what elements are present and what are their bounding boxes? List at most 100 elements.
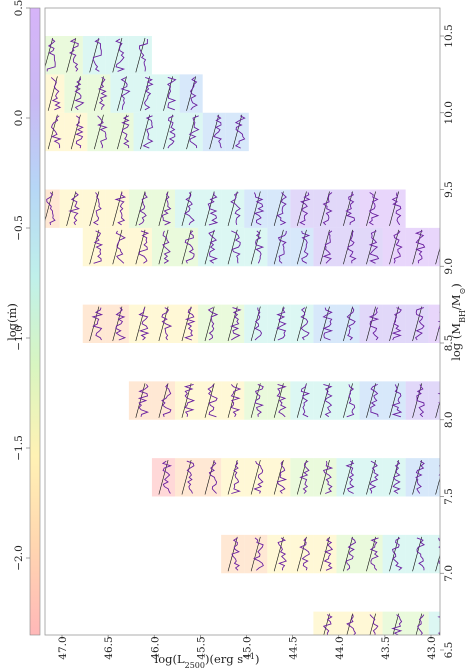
spectrum-line	[121, 115, 130, 149]
luminosity-tick-label: 46.5	[103, 636, 115, 659]
spectrum-line	[138, 192, 148, 226]
spectrum-line	[230, 384, 242, 418]
spectrum-line	[415, 460, 425, 494]
spectrum-line	[46, 192, 56, 226]
cell-background	[428, 458, 440, 497]
spectrum-line	[277, 537, 287, 571]
spectrum-cell	[244, 189, 268, 228]
spectrum-cell	[336, 381, 360, 420]
spectrum-line	[183, 383, 196, 417]
continuum-curve	[296, 191, 307, 226]
spectrum-cell	[59, 36, 83, 75]
spectrum-cell	[151, 189, 176, 228]
spectrum-cell	[45, 36, 60, 75]
continuum-curve	[343, 306, 353, 342]
luminosity-tick-label: 45.0	[242, 636, 254, 659]
continuum-curve	[158, 229, 169, 265]
spectrum-cell	[428, 381, 440, 420]
spectrum-line	[277, 230, 287, 264]
continuum-curve	[158, 191, 169, 226]
spectrum-cell	[359, 189, 383, 228]
spectrum-line	[276, 192, 287, 226]
spectrum-cell	[128, 189, 152, 228]
continuum-curve	[181, 383, 192, 418]
spectrum-cell	[313, 611, 337, 635]
mass-column	[45, 112, 249, 152]
spectrum-line	[392, 460, 401, 494]
luminosity-tick-label: 44.5	[288, 636, 300, 659]
spectrum-line	[184, 192, 195, 226]
spectrum-cell	[87, 74, 111, 113]
spectrum-cell	[221, 458, 245, 497]
spectrum-cell	[405, 381, 429, 420]
continuum-curve	[89, 229, 100, 265]
spectrum-line	[207, 384, 218, 418]
spectrum-cell	[382, 189, 406, 228]
spectrum-line	[114, 192, 127, 226]
spectrum-line	[368, 192, 380, 226]
spectrum-line	[322, 461, 334, 494]
spectrum-cell	[110, 112, 134, 152]
continuum-curve	[435, 323, 440, 342]
mass-column	[151, 458, 440, 497]
spectrum-cell	[313, 458, 337, 497]
mass-tick-label: 8.0	[443, 411, 455, 428]
spectrum-line	[230, 192, 241, 226]
mass-column	[82, 227, 440, 267]
continuum-curve	[158, 383, 169, 418]
spectrum-line	[417, 614, 425, 635]
spectrum-cell	[336, 534, 360, 574]
spectrum-cell	[244, 304, 268, 343]
spectrum-line	[98, 77, 108, 110]
continuum-curve	[204, 383, 215, 418]
continuum-curve	[320, 191, 330, 226]
continuum-curve	[343, 460, 353, 495]
spectrum-cell	[267, 304, 291, 343]
continuum-curve	[232, 114, 243, 150]
spectrum-cell	[382, 534, 406, 574]
spectrum-line	[138, 39, 148, 72]
continuum-curve	[47, 76, 58, 111]
continuum-curve	[209, 114, 220, 150]
spectrum-cell	[202, 112, 226, 152]
spectrum-line	[368, 230, 380, 264]
spectrum-cell	[244, 381, 268, 420]
spectrum-cell	[267, 534, 291, 574]
spectrum-cell	[336, 458, 360, 497]
spectrum-line	[347, 230, 357, 264]
spectrum-cell	[64, 74, 88, 113]
spectrum-line	[143, 76, 154, 111]
spectrum-cell	[382, 304, 406, 343]
spectrum-line	[92, 38, 102, 72]
spectrum-cell	[313, 304, 337, 343]
spectrum-cell	[133, 112, 157, 152]
spectrum-cell	[151, 227, 176, 267]
spectrum-line	[322, 307, 334, 341]
spectrum-cell	[405, 227, 429, 267]
spectrum-cell	[428, 227, 440, 267]
continuum-curve	[296, 536, 307, 572]
spectrum-line	[161, 384, 172, 417]
spectrum-cell	[198, 458, 222, 497]
spectrum-cell	[267, 458, 291, 497]
spectrum-cell	[87, 112, 111, 152]
spectrum-cell	[382, 611, 406, 635]
spectrum-line	[414, 307, 425, 341]
continuum-curve	[93, 76, 104, 111]
spectrum-cell	[405, 458, 429, 497]
spectrum-line	[345, 460, 355, 494]
spectrum-line	[322, 614, 333, 635]
spectrum-cell	[105, 227, 129, 267]
spectrum-line	[276, 383, 287, 418]
colorbar-ticks: −2.0 −1.5 −1.0 −0.5 0.0 0.5	[13, 0, 30, 571]
spectrum-line	[213, 115, 222, 149]
mass-column	[82, 304, 440, 343]
spectrum-line	[369, 460, 379, 494]
continuum-curve	[273, 536, 284, 572]
continuum-curve	[435, 400, 440, 418]
spectrum-line	[92, 192, 102, 226]
spectrum-cell	[359, 458, 383, 497]
colorbar: −2.0 −1.5 −1.0 −0.5 0.0 0.5 log(ṁ)	[5, 0, 41, 636]
continuum-curve	[366, 383, 376, 418]
mass-column	[313, 611, 440, 635]
